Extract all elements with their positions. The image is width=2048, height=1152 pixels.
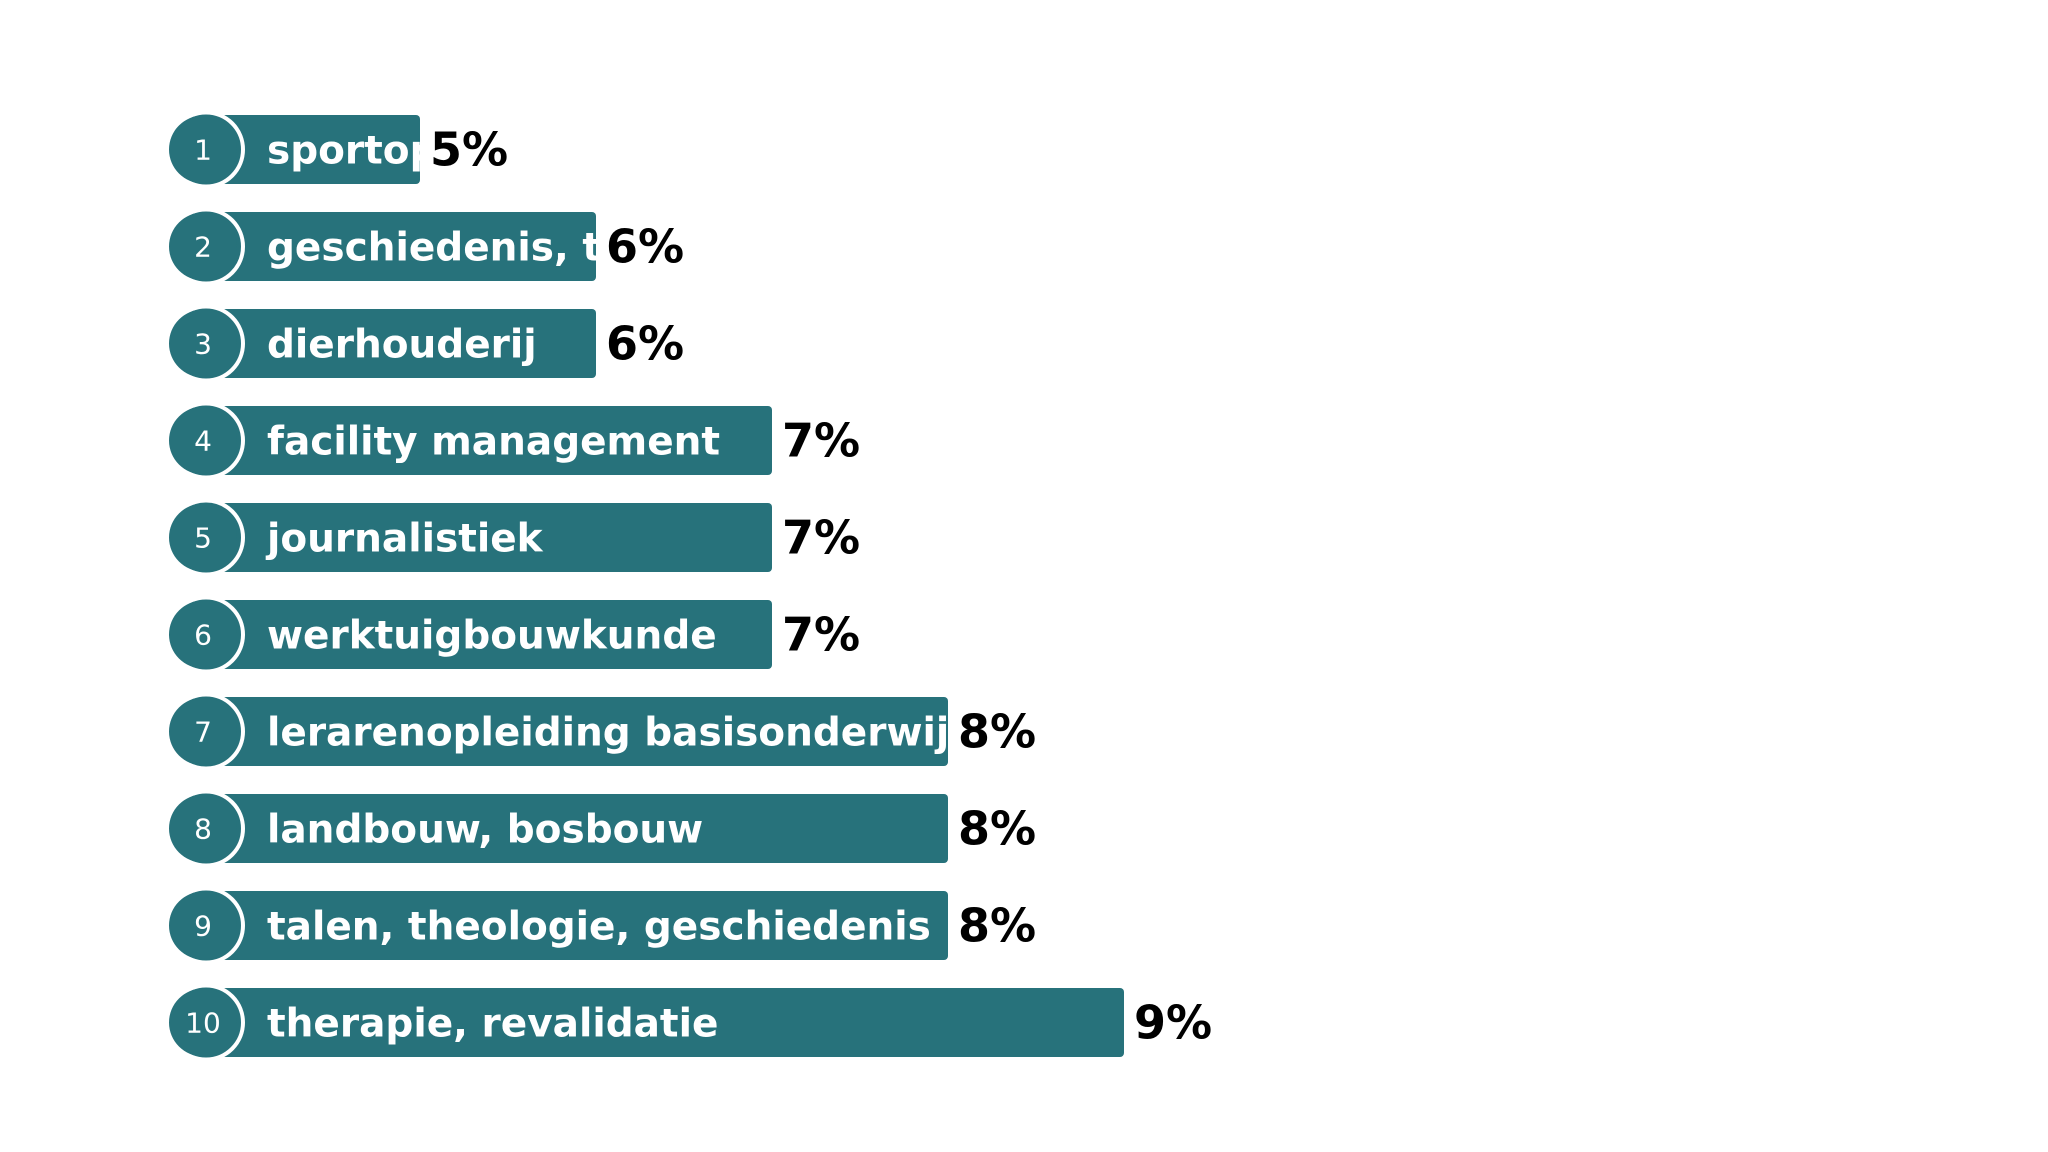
value-label: 8% (958, 705, 1036, 759)
value-label: 7% (782, 608, 860, 662)
rank-label: 3 (194, 328, 212, 361)
rank-badge (169, 115, 237, 184)
bar (208, 891, 948, 960)
bar (208, 115, 420, 184)
rank-badge (169, 600, 237, 669)
bar-row: 5 journalistiek 7% (167, 498, 860, 577)
bar-row: 3 dierhouderij 6% (167, 304, 684, 383)
rank-label: 6 (194, 619, 212, 652)
bar (208, 309, 596, 378)
rank-label: 5 (194, 522, 212, 555)
bar (208, 600, 772, 669)
bar (208, 988, 1124, 1057)
value-label: 9% (1134, 996, 1212, 1050)
category-label: sportopleiding (267, 129, 588, 174)
rank-badge (169, 794, 237, 863)
bar-row: 4 facility management 7% (167, 401, 860, 480)
value-label: 6% (606, 220, 684, 274)
category-label: therapie, revalidatie (267, 1002, 718, 1047)
bar (208, 794, 948, 863)
bar-row: 6 werktuigbouwkunde 7% (167, 595, 860, 674)
rank-badge (169, 891, 237, 960)
category-label: talen, theologie, geschiedenis (267, 905, 931, 950)
value-label: 7% (782, 511, 860, 565)
rank-label: 2 (194, 231, 212, 264)
category-label: werktuigbouwkunde (267, 614, 717, 659)
value-label: 7% (782, 414, 860, 468)
category-label: dierhouderij (267, 323, 537, 368)
bar (208, 212, 596, 281)
rank-label: 4 (194, 425, 212, 458)
rank-label: 8 (194, 813, 212, 846)
category-label: facility management (267, 420, 720, 465)
rank-label: 1 (194, 134, 212, 167)
rank-badge (169, 697, 237, 766)
rank-label: 9 (194, 910, 212, 943)
bar-row: 9 talen, theologie, geschiedenis 8% (167, 886, 1036, 965)
bar-row: 10 therapie, revalidatie 9% (167, 983, 1212, 1062)
category-label: lerarenopleiding basisonderwijs (267, 711, 972, 756)
rank-badge (169, 212, 237, 281)
category-label: landbouw, bosbouw (267, 808, 703, 853)
value-label: 5% (430, 123, 508, 177)
rank-label: 10 (185, 1007, 221, 1040)
category-label: journalistiek (265, 517, 544, 562)
bar (208, 697, 948, 766)
rank-badge (169, 503, 237, 572)
value-label: 6% (606, 317, 684, 371)
bar (208, 503, 772, 572)
bar (208, 406, 772, 475)
bar-row: 8 landbouw, bosbouw 8% (167, 789, 1036, 868)
rank-badge (169, 309, 237, 378)
category-label: geschiedenis, taalwetenschappen (267, 226, 1013, 271)
value-label: 8% (958, 899, 1036, 953)
rank-badge (169, 988, 237, 1057)
value-label: 8% (958, 802, 1036, 856)
rank-badge (169, 406, 237, 475)
rank-label: 7 (194, 716, 212, 749)
